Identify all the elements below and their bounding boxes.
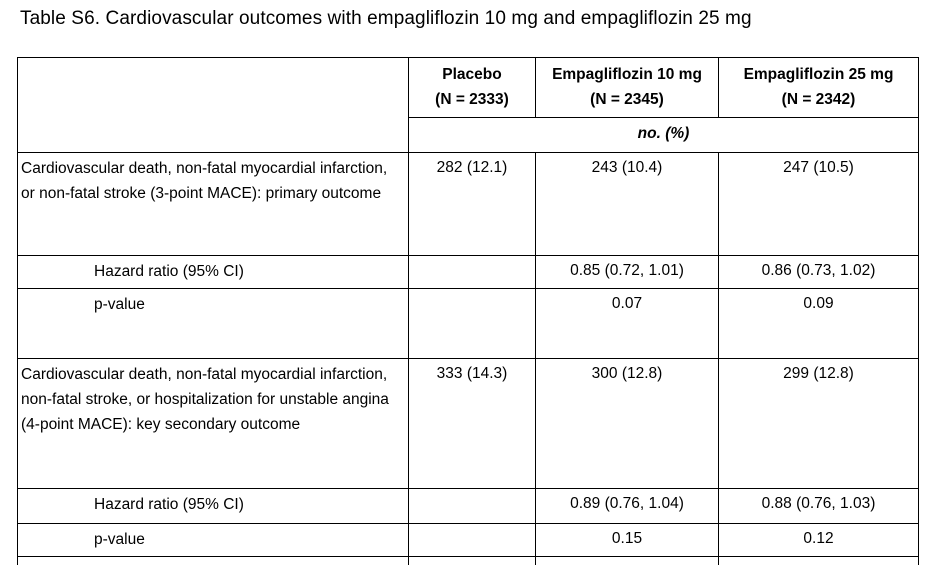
unit-row: no. (%) (18, 117, 919, 153)
cell-empa10: 300 (12.8) (535, 358, 719, 489)
cell-empa10 (535, 556, 719, 565)
cell-placebo (408, 255, 536, 289)
cell-placebo: 333 (14.3) (408, 358, 536, 489)
table-row-hazard-ratio-2: Hazard ratio (95% CI) 0.89 (0.76, 1.04) … (17, 488, 919, 524)
cell-empa10: 0.89 (0.76, 1.04) (535, 488, 719, 524)
row-label: Hazard ratio (95% CI) (17, 488, 409, 524)
row-label: Hazard ratio (95% CI) (17, 255, 409, 289)
cell-empa25: 0.12 (718, 523, 919, 557)
table-row-pvalue-1: p-value 0.07 0.09 (17, 288, 919, 359)
row-label: p-value (17, 288, 409, 359)
cardiovascular-outcomes-table: Placebo (N = 2333) Empagliflozin 10 mg (… (17, 57, 919, 565)
row-label: Cardiovascular death, non-fatal myocardi… (17, 358, 409, 489)
cell-empa10: 0.15 (535, 523, 719, 557)
cell-placebo (408, 488, 536, 524)
cell-placebo: 282 (12.1) (408, 152, 536, 256)
cell-placebo (408, 556, 536, 565)
cell-empa25 (718, 556, 919, 565)
table-row-3point-mace: Cardiovascular death, non-fatal myocardi… (17, 152, 919, 256)
row-label: p-value (17, 523, 409, 557)
row-label: Cardiovascular death, non-fatal myocardi… (17, 152, 409, 256)
table-row-4point-mace: Cardiovascular death, non-fatal myocardi… (17, 358, 919, 489)
cell-placebo (408, 523, 536, 557)
cell-empa25: 0.88 (0.76, 1.03) (718, 488, 919, 524)
header-row: Placebo (N = 2333) Empagliflozin 10 mg (… (17, 57, 919, 153)
cell-empa25: 299 (12.8) (718, 358, 919, 489)
column-header-empagliflozin-10: Empagliflozin 10 mg (N = 2345) (535, 57, 719, 118)
column-header-name: Empagliflozin 25 mg (743, 66, 894, 83)
table-row-hazard-ratio-1: Hazard ratio (95% CI) 0.85 (0.72, 1.01) … (17, 255, 919, 289)
cell-empa10: 0.85 (0.72, 1.01) (535, 255, 719, 289)
cell-placebo (408, 288, 536, 359)
cell-empa25: 0.86 (0.73, 1.02) (718, 255, 919, 289)
column-header-empagliflozin-25: Empagliflozin 25 mg (N = 2342) (718, 57, 919, 118)
cell-empa10: 243 (10.4) (535, 152, 719, 256)
column-header-name: Empagliflozin 10 mg (552, 66, 702, 83)
table-row-pvalue-2: p-value 0.15 0.12 (17, 523, 919, 557)
column-header-name: Placebo (442, 66, 502, 83)
column-header-n: (N = 2342) (781, 91, 856, 108)
column-header-n: (N = 2345) (590, 91, 664, 108)
cell-empa10: 0.07 (535, 288, 719, 359)
column-header-placebo: Placebo (N = 2333) (408, 57, 536, 118)
table-title: Table S6. Cardiovascular outcomes with e… (20, 8, 752, 29)
unit-label: no. (%) (408, 117, 919, 153)
column-header-n: (N = 2333) (435, 91, 509, 108)
cell-empa25: 247 (10.5) (718, 152, 919, 256)
clipped-bottom-row (17, 556, 919, 565)
header-spacer-cell (17, 57, 409, 153)
cell-empa25: 0.09 (718, 288, 919, 359)
row-label (17, 556, 409, 565)
